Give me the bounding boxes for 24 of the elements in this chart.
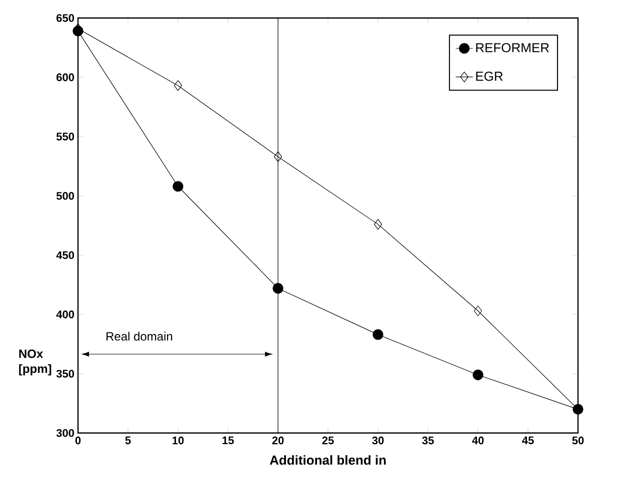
y-tick-label: 550 <box>56 132 74 140</box>
y-tick-label: 500 <box>56 192 74 200</box>
legend-label: EGR <box>476 72 503 81</box>
x-tick-label: 35 <box>422 436 434 444</box>
y-tick-label: 350 <box>56 370 74 378</box>
annotation: Real domain <box>106 332 172 341</box>
x-tick-label: 0 <box>75 436 81 444</box>
legend-label: REFORMER <box>476 43 549 52</box>
y-tick-label: 300 <box>56 429 74 437</box>
x-tick-label: 20 <box>272 436 284 444</box>
x-tick-label: 15 <box>222 436 234 444</box>
y-tick-label: 400 <box>56 310 74 318</box>
x-axis-title: Additional blend in <box>270 455 386 465</box>
y-tick-label: 600 <box>56 73 74 82</box>
y-tick-label: 450 <box>56 251 74 260</box>
x-tick-label: 45 <box>522 436 534 444</box>
x-tick-label: 50 <box>572 436 584 444</box>
y-tick-label: 650 <box>56 14 74 22</box>
x-tick-label: 25 <box>322 436 334 444</box>
x-tick-label: 10 <box>172 436 184 444</box>
y-axis-title: NOx [ppm] <box>19 350 52 376</box>
x-tick-label: 30 <box>372 436 384 444</box>
x-tick-label: 5 <box>125 436 131 444</box>
x-tick-label: 40 <box>472 436 484 444</box>
